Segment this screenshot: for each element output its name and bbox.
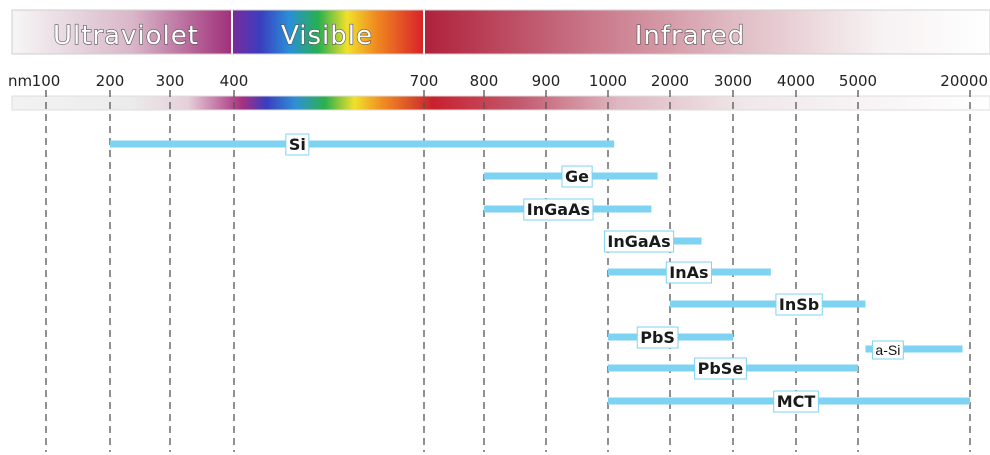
- spectrum-strip: [11, 95, 990, 111]
- tick-label: 400: [220, 72, 249, 90]
- material-label: PbS: [640, 328, 675, 347]
- tick-label: 1000: [589, 72, 627, 90]
- range-bar: [110, 140, 615, 148]
- band-label-infrared: Infrared: [635, 21, 746, 51]
- material-label-box: [636, 326, 679, 349]
- tick-label: 800: [470, 72, 499, 90]
- material-label-box: [871, 340, 904, 360]
- material-label: PbSe: [698, 359, 744, 378]
- tick-label: 200: [96, 72, 125, 90]
- tick-label: 5000: [839, 72, 877, 90]
- band-label-ultraviolet: Ultraviolet: [53, 21, 199, 51]
- material-label-box: [561, 165, 593, 188]
- material-label-box: [523, 198, 594, 221]
- range-bar: [670, 300, 866, 308]
- material-label-box: [694, 357, 747, 380]
- tick-label: 100: [32, 72, 61, 90]
- range-bar: [865, 345, 963, 353]
- tick-label: 300: [156, 72, 185, 90]
- material-label: Si: [289, 135, 306, 154]
- axis-unit-label: nm: [8, 72, 32, 90]
- material-label: Ge: [565, 167, 589, 186]
- material-label: a-Si: [875, 342, 900, 358]
- material-label-box: [665, 261, 713, 284]
- material-label: InAs: [669, 263, 708, 282]
- material-label: InGaAs: [527, 200, 590, 219]
- tick-label: 2000: [651, 72, 689, 90]
- material-label-box: [285, 133, 310, 156]
- tick-label: 3000: [714, 72, 752, 90]
- tick-label: 4000: [777, 72, 815, 90]
- tick-label: 900: [532, 72, 561, 90]
- material-label-box: [773, 390, 819, 413]
- spectrum-band-header: Ultraviolet Visible Infrared: [11, 9, 990, 55]
- band-label-visible: Visible: [281, 21, 373, 51]
- material-label: InSb: [779, 295, 819, 314]
- material-label: MCT: [777, 392, 816, 411]
- tick-label: 20000: [940, 72, 988, 90]
- band-visible: [232, 10, 424, 54]
- band-frame: [11, 9, 990, 55]
- tick-label: 700: [410, 72, 439, 90]
- band-ultraviolet: [12, 10, 232, 54]
- band-infrared: [424, 10, 990, 54]
- material-bars: Si Ge InGaAs InGaAs InAs InSb PbS a-Si PbSe MCT: [110, 133, 970, 413]
- material-label-box: [775, 293, 823, 316]
- material-label: InGaAs: [607, 232, 670, 251]
- tick-labels: 100 200 300 400 700 800 900 1000 2000 3000 4000 500…: [32, 72, 988, 90]
- material-label-box: [603, 230, 675, 253]
